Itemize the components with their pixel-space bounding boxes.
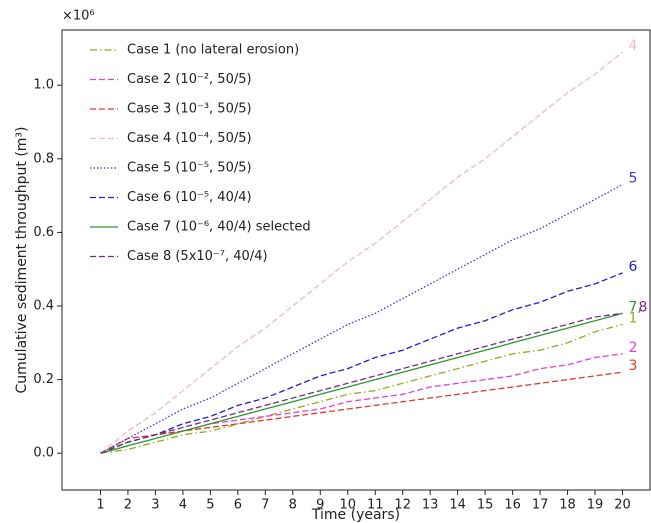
series-line [100,371,623,454]
x-tick-label: 20 [614,498,631,513]
x-tick-label: 15 [477,498,494,513]
legend-label: Case 4 (10⁻⁴, 50/5) [127,131,252,146]
series-line [100,323,623,454]
end-label: 3 [629,358,638,374]
x-tick-label: 18 [559,498,576,513]
offset-text: ×10⁶ [62,9,95,24]
y-tick-label: 0.2 [33,372,54,387]
legend-label: Case 2 (10⁻², 50/5) [127,72,252,87]
legend-label: Case 6 (10⁻⁵, 40/4) [127,190,252,205]
legend-label: Case 8 (5x10⁻⁷, 40/4) [127,249,268,264]
x-tick-label: 16 [504,498,521,513]
end-label: 5 [629,171,638,187]
x-tick-label: 6 [234,498,242,513]
x-tick-label: 10 [339,498,356,513]
y-tick-label: 1.0 [33,78,54,93]
x-tick-label: 11 [367,498,384,513]
end-label: 2 [629,340,638,356]
x-tick-label: 1 [96,498,104,513]
x-tick-label: 7 [261,498,269,513]
series-line [100,51,623,454]
x-tick-label: 17 [532,498,549,513]
x-tick-label: 4 [179,498,187,513]
x-tick-label: 3 [151,498,159,513]
series-line [100,184,623,454]
x-tick-label: 8 [289,498,297,513]
legend-label: Case 5 (10⁻⁵, 50/5) [127,161,252,176]
x-tick-label: 9 [316,498,324,513]
y-axis-label: Cumulative sediment throughput (m³) [14,127,30,394]
series-line [100,312,623,454]
y-tick-label: 0.8 [33,151,54,166]
end-label: 8 [639,299,648,315]
end-label: 4 [629,38,638,54]
legend-label: Case 7 (10⁻⁶, 40/4) selected [127,220,311,235]
end-label: 1 [629,310,638,326]
series-line [100,312,623,454]
x-tick-label: 13 [422,498,439,513]
end-label: 7, [629,299,642,315]
x-tick-label: 19 [587,498,604,513]
end-label: 6 [629,259,638,275]
x-tick-label: 2 [124,498,132,513]
plot-frame [61,29,651,491]
y-tick-label: 0.4 [33,299,54,314]
y-tick-label: 0.0 [33,446,54,461]
y-tick-label: 0.6 [33,225,54,240]
legend-label: Case 3 (10⁻³, 50/5) [127,102,252,117]
series-line [100,272,623,454]
x-tick-label: 14 [449,498,466,513]
x-axis-label: Time (years) [311,507,400,523]
legend-label: Case 1 (no lateral erosion) [127,43,299,58]
series-line [100,353,623,454]
x-tick-label: 12 [394,498,411,513]
x-tick-label: 5 [206,498,214,513]
